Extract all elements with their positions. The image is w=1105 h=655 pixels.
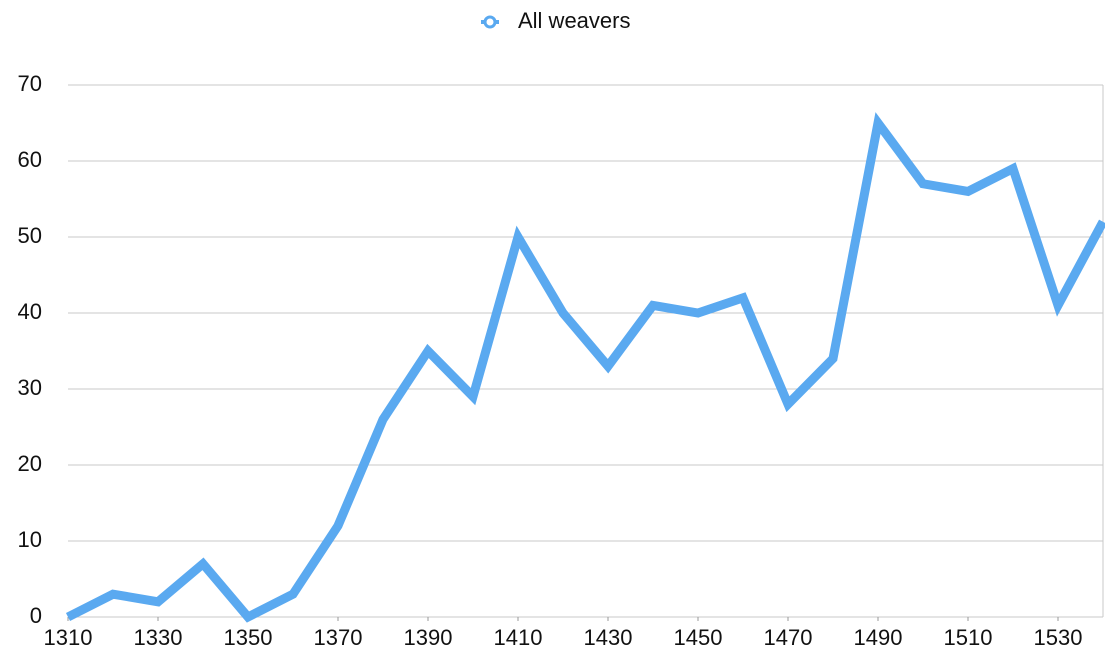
x-tick-label: 1390 <box>404 625 453 650</box>
legend-marker <box>483 15 497 29</box>
x-tick-label: 1530 <box>1034 625 1083 650</box>
x-tick-label: 1330 <box>134 625 183 650</box>
x-tick-label: 1310 <box>44 625 93 650</box>
y-tick-label: 30 <box>18 375 42 400</box>
x-tick-label: 1430 <box>584 625 633 650</box>
x-tick-label: 1410 <box>494 625 543 650</box>
legend-label: All weavers <box>518 8 630 33</box>
series-line <box>65 112 1105 623</box>
x-tick-label: 1490 <box>854 625 903 650</box>
y-tick-label: 60 <box>18 147 42 172</box>
x-tick-label: 1510 <box>944 625 993 650</box>
x-tick-label: 1470 <box>764 625 813 650</box>
x-tick-label: 1450 <box>674 625 723 650</box>
y-tick-label: 0 <box>30 603 42 628</box>
x-tick-label: 1350 <box>224 625 273 650</box>
y-tick-label: 40 <box>18 299 42 324</box>
y-tick-label: 20 <box>18 451 42 476</box>
x-tick-label: 1370 <box>314 625 363 650</box>
y-tick-label: 50 <box>18 223 42 248</box>
y-tick-label: 10 <box>18 527 42 552</box>
y-tick-label: 70 <box>18 71 42 96</box>
